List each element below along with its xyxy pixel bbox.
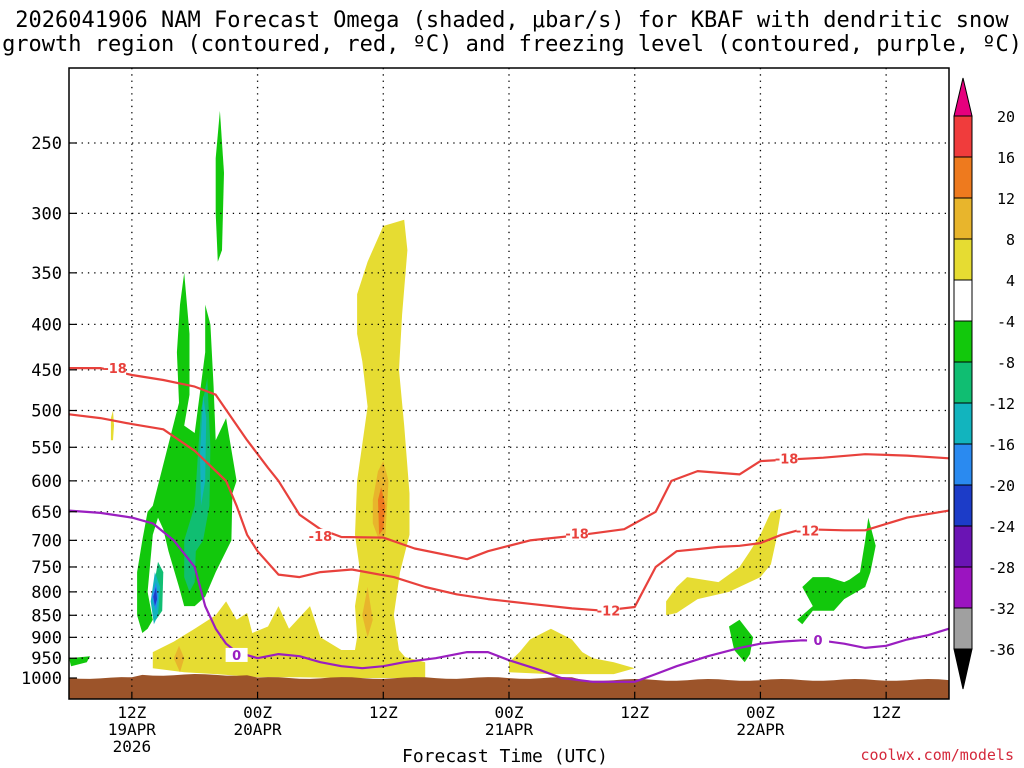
colorbar-label-0: 20	[997, 108, 1015, 126]
contour-label-dgz-upper-1: -18	[103, 362, 127, 377]
contour-label-freezing-2: 0	[814, 634, 823, 649]
contour-dgz_lower_-12C	[68, 413, 950, 612]
omega-shade-12	[797, 517, 876, 625]
colorbar-label-10: -24	[988, 518, 1015, 536]
colorbar-box-9	[953, 484, 973, 527]
x-tick-label-2-0: 12Z	[369, 703, 398, 722]
x-tick-label-6-0: 12Z	[872, 703, 901, 722]
contour-label-dgz-lower-2-bg	[796, 523, 819, 538]
omega-shade-9	[215, 110, 224, 262]
contour-label-dgz-upper-4-bg	[775, 451, 798, 466]
colorbar-box-0	[953, 115, 973, 158]
colorbar-label-9: -20	[988, 477, 1015, 495]
y-tick-label-450: 450	[31, 361, 62, 381]
colorbar-box-8	[953, 443, 973, 486]
contour-label-dgz-lower-1-bg	[597, 603, 620, 618]
colorbar-label-1: 16	[997, 149, 1015, 167]
x-axis-title: Forecast Time (UTC)	[402, 746, 608, 767]
y-tick-label-750: 750	[31, 558, 62, 578]
x-tick-label-0-0: 12Z	[117, 703, 146, 722]
omega-shading-layer	[69, 110, 876, 678]
omega-shade-13	[729, 619, 754, 663]
colorbar-box-4	[953, 279, 973, 322]
y-tick-label-550: 550	[31, 438, 62, 458]
colorbar-top-arrow	[953, 77, 973, 117]
colorbar-box-12	[953, 607, 973, 650]
y-tick-label-950: 950	[31, 649, 62, 669]
y-tick-label-300: 300	[31, 204, 62, 224]
omega-shade-6	[173, 645, 185, 673]
colorbar-label-6: -8	[997, 354, 1015, 372]
x-tick-label-5-0: 00Z	[746, 703, 775, 722]
y-tick-label-650: 650	[31, 503, 62, 523]
omega-shade-19	[153, 587, 157, 607]
omega-shade-7	[362, 587, 373, 638]
colorbar-label-12: -32	[988, 600, 1015, 618]
colorbar-box-5	[953, 320, 973, 363]
x-tick-label-0-2: 2026	[113, 737, 152, 756]
x-tick-label-3-1: 21APR	[485, 720, 534, 739]
contour-label-dgz-upper-1-bg	[104, 361, 127, 376]
contour-label-dgz-upper-2-bg	[309, 528, 332, 543]
x-tick-label-4-0: 12Z	[620, 703, 649, 722]
y-axis: 2503003504004505005506006507007508008509…	[21, 134, 77, 689]
contour-layer: -18 -18 -18 -18 -12 -12 0 0	[68, 361, 950, 683]
contour-label-dgz-upper-3: -18	[565, 528, 589, 543]
colorbar-box-3	[953, 238, 973, 281]
contour-label-freezing-2-bg	[807, 632, 830, 647]
site-credit: coolwx.com/models	[860, 746, 1014, 764]
contour-label-dgz-lower-2: -12	[796, 524, 820, 539]
omega-shade-4	[110, 410, 114, 441]
omega-shade-3	[666, 508, 782, 616]
contour-dgz_upper_-18C	[69, 367, 950, 561]
x-tick-label-5-1: 22APR	[736, 720, 785, 739]
x-tick-label-1-1: 20APR	[233, 720, 282, 739]
colorbar-box-7	[953, 402, 973, 445]
colorbar-label-11: -28	[988, 559, 1015, 577]
contour-label-freezing-1: 0	[232, 649, 241, 664]
colorbar-box-11	[953, 566, 973, 609]
contour-label-dgz-lower-1: -12	[597, 605, 621, 620]
contour-label-dgz-upper-2: -18	[309, 530, 333, 545]
colorbar-bottom-arrow	[953, 648, 973, 690]
chart-title-line2: growth region (contoured, red, ºC) and f…	[2, 32, 1022, 57]
y-tick-label-350: 350	[31, 264, 62, 284]
colorbar-label-8: -16	[988, 436, 1015, 454]
colorbar-label-2: 12	[997, 190, 1015, 208]
y-tick-label-900: 900	[31, 628, 62, 648]
y-tick-label-850: 850	[31, 606, 62, 626]
y-tick-label-800: 800	[31, 583, 62, 603]
x-tick-label-1-0: 00Z	[243, 703, 272, 722]
colorbar-box-6	[953, 361, 973, 404]
y-tick-label-1000: 1000	[21, 669, 62, 689]
x-tick-label-0-1: 19APR	[108, 720, 157, 739]
colorbar-label-3: 8	[1006, 231, 1015, 249]
contour-label-dgz-upper-4: -18	[775, 452, 799, 467]
colorbar-label-13: -36	[988, 641, 1015, 659]
x-tick-label-3-0: 00Z	[495, 703, 524, 722]
colorbar: 20 16 12 8 4 -4 -8 -12 -16 -20 -24 -28 -32 -36	[953, 77, 1015, 690]
omega-shade-16	[200, 394, 207, 506]
y-tick-label-700: 700	[31, 531, 62, 551]
omega-shade-0	[351, 219, 415, 669]
colorbar-box-2	[953, 197, 973, 240]
omega-shade-10	[137, 272, 237, 633]
y-tick-label-250: 250	[31, 134, 62, 154]
colorbar-label-7: -12	[988, 395, 1015, 413]
colorbar-box-1	[953, 156, 973, 199]
colorbar-label-4: 4	[1006, 272, 1015, 290]
chart-title-line1: 2026041906 NAM Forecast Omega (shaded, μ…	[15, 8, 1009, 33]
contour-label-dgz-upper-3-bg	[566, 526, 589, 541]
y-tick-label-600: 600	[31, 472, 62, 492]
y-tick-label-400: 400	[31, 315, 62, 335]
omega-shade-2	[509, 628, 635, 675]
contour-label-freezing-1-bg	[225, 647, 248, 662]
y-tick-label-500: 500	[31, 402, 62, 422]
colorbar-box-10	[953, 525, 973, 568]
colorbar-label-5: -4	[997, 313, 1015, 331]
